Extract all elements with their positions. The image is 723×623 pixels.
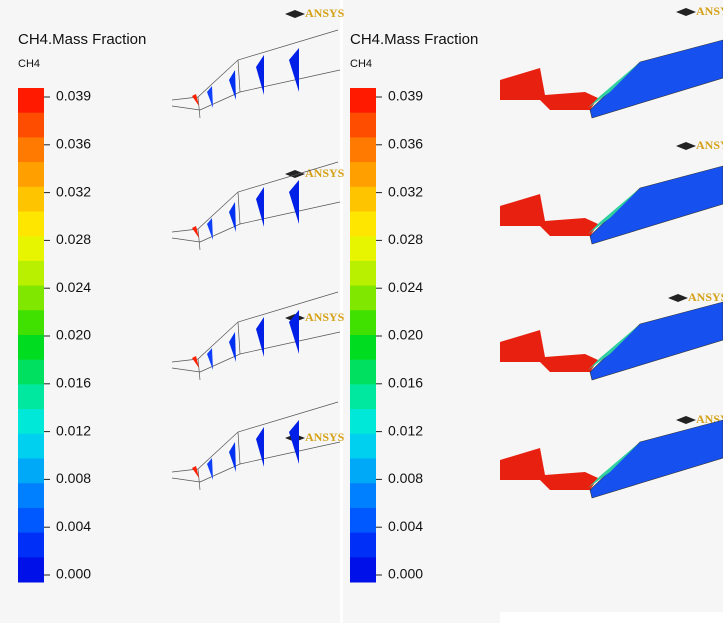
legend-label: 0.012 [388,422,423,438]
legend-label: 0.012 [56,422,91,438]
legend-label: 0.024 [56,279,91,295]
legend-label: 0.039 [388,88,423,104]
colorbar-band [18,88,44,113]
colorbar-band [350,533,376,558]
legend-label: 0.032 [56,183,91,199]
colorbar-band [18,236,44,261]
colorbar-band [350,187,376,212]
colorbar-band [350,113,376,138]
legend-label: 0.020 [56,327,91,343]
colorbar-band [18,360,44,385]
variable-label: CH4 [18,58,40,70]
logo-text: ANSYS [305,310,345,324]
colorbar-band [350,434,376,459]
logo-text: ANSYS [688,290,723,304]
colorbar-band [350,212,376,237]
colorbar-band [350,360,376,385]
legend-label: 0.032 [388,183,423,199]
legend-label: 0.036 [388,136,423,152]
colorbar-band [350,557,376,582]
colorbar-band [350,459,376,484]
colorbar-band [350,335,376,360]
screenshot: CH4.Mass Fraction CH4 0.039 0.036 0.032 0.028… [0,0,723,623]
logo-text: ANSYS [305,6,345,20]
colorbar-band [18,483,44,508]
logo-text: ANSYS [305,430,345,444]
logo-text: ANSYS [696,138,723,152]
legend-label: 0.004 [56,518,91,534]
logo-text: ANSYS [696,4,723,18]
colorbar-band [18,557,44,582]
legend-label: 0.024 [388,279,423,295]
legend-label: 0.020 [388,327,423,343]
legend-label: 0.016 [56,375,91,391]
legend-label: 0.028 [56,231,91,247]
colorbar-band [18,310,44,335]
colorbar-band [350,508,376,533]
legend-label: 0.000 [388,566,423,582]
legend-label: 0.016 [388,375,423,391]
colorbar-band [350,409,376,434]
colorbar-band [18,162,44,187]
colorbar-band [350,286,376,311]
colorbar-band [18,434,44,459]
colorbar-band [350,384,376,409]
colorbar-band [18,286,44,311]
legend-label: 0.039 [56,88,91,104]
colorbar-band [18,261,44,286]
colorbar-band [350,236,376,261]
bottom-strip [500,612,723,623]
panel-title: CH4.Mass Fraction [350,31,478,48]
colorbar-band [18,212,44,237]
legend-label: 0.028 [388,231,423,247]
colorbar-band [18,459,44,484]
legend-label: 0.008 [388,470,423,486]
logo-text: ANSYS [305,166,345,180]
colorbar-band [350,162,376,187]
panel-title: CH4.Mass Fraction [18,31,146,48]
legend-label: 0.008 [56,470,91,486]
colorbar-band [18,113,44,138]
colorbar-band [350,261,376,286]
colorbar-band [18,409,44,434]
legend-label: 0.000 [56,566,91,582]
colorbar-band [18,335,44,360]
colorbar-band [350,483,376,508]
colorbar-band [18,384,44,409]
colorbar-band [350,88,376,113]
colorbar-band [350,137,376,162]
variable-label: CH4 [350,58,372,70]
legend-label: 0.004 [388,518,423,534]
colorbar-band [18,508,44,533]
legend-label: 0.036 [56,136,91,152]
colorbar-band [350,310,376,335]
colorbar-band [18,533,44,558]
colorbar-band [18,137,44,162]
colorbar-band [18,187,44,212]
